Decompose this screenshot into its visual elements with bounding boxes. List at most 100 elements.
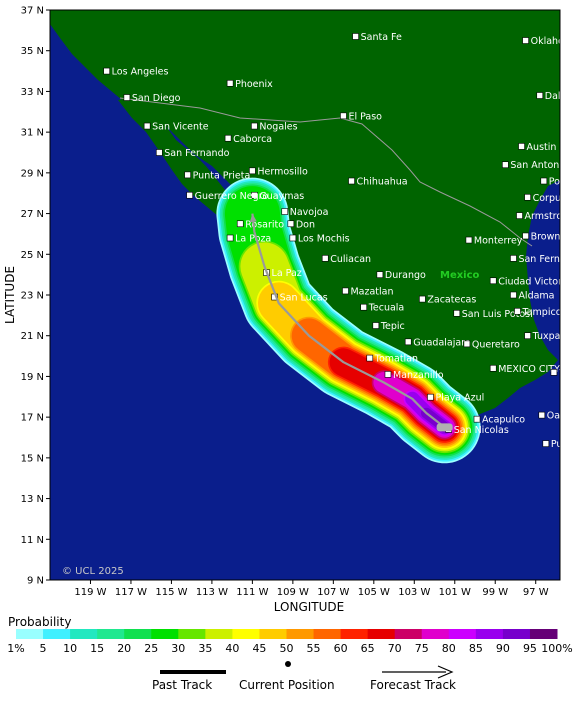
city-marker [536,92,544,99]
us-mexico-border [119,97,533,247]
city-marker [376,271,384,278]
city-marker [522,37,529,44]
city-marker [366,354,374,362]
legend-swatch [286,629,315,639]
gulf-of-california [166,126,286,282]
city-label: Durango [385,270,426,281]
current-position-marker [436,423,453,432]
city-marker [510,255,517,262]
city-label: Manzanillo [393,370,444,381]
city-marker [321,255,329,262]
past-track-label: Past Track [152,678,212,692]
city-label: Tampico [522,307,562,318]
forecast-track [251,213,446,429]
city-label: La Paz [272,268,302,279]
legend-tick-label: 35 [198,642,212,655]
legend-swatch [367,629,396,639]
lat-tick-label: 15 N [21,453,44,464]
city-marker [453,310,461,317]
city-marker [251,191,258,199]
city-marker [473,415,481,423]
city-marker [340,112,347,120]
city-marker [226,79,234,87]
lat-tick-label: 27 N [21,209,44,220]
city-label: San Nicolas [454,425,509,436]
city-label: San Luis Potosi [462,309,533,320]
city-marker [514,307,521,315]
city-label: Mazatlan [350,286,393,297]
legend-tick-label: 10 [63,642,77,655]
map-area: Santa Fe Oklahoma City Los Angeles Phoenix S… [50,10,580,580]
legend-swatch [16,629,44,639]
legend-tick-label: 30 [171,642,185,655]
legend-swatch [151,629,179,639]
legend-tick-label: 45 [252,642,266,655]
legend-swatch [259,629,287,639]
lat-tick-label: 11 N [21,535,44,546]
lat-tick-label: 21 N [21,331,44,342]
city-marker [186,191,193,199]
current-position-dot [285,661,291,667]
city-label: Rosarito [245,219,284,230]
legend-tick-label: 65 [361,642,375,655]
city-marker [281,208,289,215]
city-label: Veracruz [559,368,580,379]
legend-tick-label: 95 [523,642,537,655]
city-label: San Fernando [518,254,580,265]
city-label: Guadalajara [413,337,471,348]
legend-tick-label: 1% [7,642,24,655]
city-marker [352,33,359,40]
lon-tick-label: 99 W [482,587,508,598]
lat-tick-label: 9 N [27,576,44,587]
longitude-axis: 119 W 117 W 115 W 113 W 111 W 109 W 107 W 105 W… [74,580,549,598]
forecast-track-label: Forecast Track [370,678,456,692]
city-marker [419,295,426,303]
city-label: Armstrong [525,211,575,222]
track-arrow-icon [249,213,257,223]
city-marker [502,161,509,169]
legend-tick-label: 40 [225,642,239,655]
lon-tick-label: 117 W [115,587,147,598]
legend-swatch [502,629,531,639]
city-marker [542,440,550,447]
city-label: Santa Fe [361,32,402,43]
city-marker [143,122,151,130]
legend-tick-label: 90 [496,642,510,655]
city-label: Culiacan [330,254,371,265]
lon-tick-label: 119 W [74,587,106,598]
city-label: Corpus Christi [533,193,580,204]
city-label: Phoenix [235,79,273,90]
legend-swatch [70,629,98,639]
lon-tick-label: 97 W [523,587,549,598]
city-label: Ciudad Victoria [498,276,570,287]
city-label: San Diego [132,93,181,104]
city-marker [123,94,131,101]
city-label: Brownsville [531,231,580,242]
lon-tick-label: 111 W [236,587,268,598]
city-label: Guaymas [259,191,304,202]
city-label: Tepic [380,321,405,332]
city-label: Port Lavaca [549,177,580,188]
legend-tick-label: 50 [280,642,294,655]
longitude-axis-title: LONGITUDE [274,600,344,614]
legend-swatch [313,629,342,639]
city-label: MEXICO CITY [498,364,560,375]
city-marker [249,167,256,175]
lat-tick-label: 23 N [21,291,44,302]
storm-track [249,213,453,432]
city-markers: Santa Fe Oklahoma City Los Angeles Phoenix S… [103,32,580,450]
city-label: Aldama [518,291,554,302]
legend-swatch [43,629,71,639]
city-label: Punta Prieta [193,170,251,181]
city-marker [510,291,517,299]
legend-swatch [421,629,450,639]
city-label: San Fernando [164,148,229,159]
lon-tick-label: 115 W [155,587,187,598]
city-label: San Lucas [280,293,328,304]
city-marker [289,234,297,242]
city-marker [463,340,471,348]
legend-tick-label: 20 [117,642,131,655]
city-marker [516,212,523,219]
lat-tick-label: 25 N [21,250,44,261]
lat-tick-label: 33 N [21,87,44,98]
